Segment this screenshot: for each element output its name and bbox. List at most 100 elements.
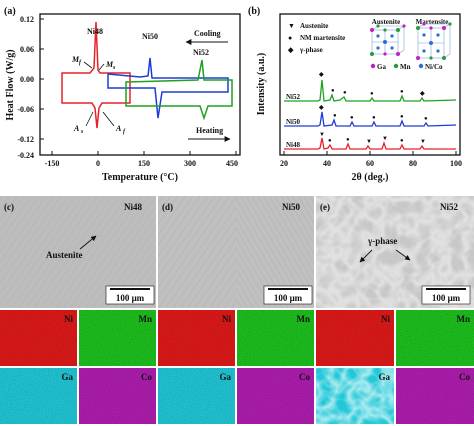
panel-a-ylabel: Heat Flow (W/g) [5,49,16,120]
peak-marker: ● [350,115,354,121]
series-label-ni50: Ni50 [142,32,158,41]
eds-map-label-ga: Ga [61,372,73,382]
scale-bar-box [105,285,155,305]
y-tick: 0.00 [20,75,34,84]
x-tick: 60 [366,159,374,168]
peak-marker: ▼ [319,132,325,138]
crystal-label-austenite: Austenite [372,18,400,26]
peak-marker: ▼ [420,139,426,145]
peak-marker: ● [328,138,332,144]
y-tick: -0.06 [17,105,34,114]
xrd-pattern-ni48 [284,137,456,150]
peak-marker: ● [333,113,337,119]
dsc-curve-ni50 [107,57,229,119]
peak-marker: ◆ [318,71,324,78]
atom-legend: Ga Mn Ni/Co [370,63,443,71]
scale-bar-label: 100 μm [432,293,461,303]
panel-b-xticks: 20 40 60 80 100 [280,159,462,168]
x-tick: 150 [138,159,150,168]
cooling-label: Cooling [194,29,221,38]
eds-map-texture [158,310,235,366]
micrograph-e-sample: Ni52 [440,202,459,212]
x-tick: 20 [280,159,288,168]
peak-marker: ● [331,88,335,94]
panel-a-yticks: 0.12 0.06 0.00 -0.06 -0.12 -0.24 [17,15,34,160]
x-tick: 0 [96,159,100,168]
x-tick: 450 [226,159,238,168]
eds-map-label-co: Co [299,372,310,382]
eds-maps: Ni Mn Ga Co Ni Mn Ga Co Ni Mn Ga Co [0,310,474,424]
annotation-ms: M s [98,60,116,71]
peak-marker: ▼ [382,136,388,142]
peak-marker: ● [343,90,347,96]
xrd-pattern-ni50 [284,111,457,127]
micrograph-d-label: (d) [162,202,173,212]
annotation-as: A s [73,111,94,135]
peak-marker: ◆ [318,104,324,111]
micrograph-e-annotation: γ-phase [367,236,397,246]
annotation-mf: M f [71,55,93,69]
eds-map-label-ga: Ga [219,372,231,382]
micrograph-e-label: (e) [320,202,330,212]
micrograph-c-annotation: Austenite [46,250,83,260]
svg-text:A: A [115,124,122,133]
eds-map-label-ni: Ni [64,314,73,324]
panel-a-frame [39,13,241,156]
micrograph-e: (e) Ni52 γ-phase 100 μm [316,196,474,308]
svg-text:s: s [80,129,84,135]
eds-map-texture [79,368,156,424]
peak-marker: ▼ [366,139,372,145]
eds-map-label-ga: Ga [378,372,390,382]
xrd-peak-markers: ◆ ● ● ● ● ◆ ◆ ● ● ● ● ● ▼ ● ● ▼ ▼ ● ▼ [318,71,428,145]
y-tick: -0.12 [17,135,34,144]
dsc-curve-ni52 [125,59,233,121]
svg-text:A: A [73,124,80,133]
legend-martensite-symbol: ● [288,34,292,42]
scale-bar-label: 100 μm [116,293,145,303]
eds-map-texture [396,368,474,424]
eds-map-label-mn: Mn [457,314,471,324]
peak-marker: ◆ [419,90,425,97]
y-tick: 0.12 [20,15,34,24]
y-tick: 0.06 [20,45,34,54]
peak-marker: ● [400,114,404,120]
martensite-atoms [416,22,452,60]
peak-marker: ● [400,89,404,95]
panel-b-legend: ▼ Austenite ● NM martensite ◆ γ-phase [287,22,345,54]
legend-austenite-symbol: ▼ [288,22,295,30]
scale-bar-box [263,285,313,305]
eds-map-texture [316,368,394,424]
svg-text:s: s [112,65,116,71]
crystal-label-martensite: Martensite [416,18,449,26]
eds-map-label-co: Co [459,372,470,382]
eds-map-texture [79,310,156,366]
micrograph-d-sample: Ni50 [282,202,301,212]
eds-map-texture [0,310,77,366]
eds-map-label-mn: Mn [297,314,311,324]
peak-marker: ● [424,116,428,122]
micrograph-c: (c) Ni48 Austenite 100 μm [0,196,156,308]
scale-bar-box [421,285,471,305]
eds-map-label-ni: Ni [381,314,390,324]
panel-b-label: (b) [248,6,260,17]
svg-text:f: f [123,129,126,135]
peak-marker: ● [370,91,374,97]
svg-text:f: f [79,60,82,66]
legend-martensite: NM martensite [300,34,345,42]
x-tick: 100 [450,159,462,168]
x-tick: 80 [409,159,417,168]
panel-b: (b) Intensity (a.u.) 2θ (deg.) 20 40 60 … [248,6,462,183]
micrograph-c-label: (c) [4,202,14,212]
eds-map-texture [237,310,314,366]
xrd-label-ni50: Ni50 [286,118,301,126]
crystal-structures: Austenite Martensite [370,18,452,71]
micrograph-c-sample: Ni48 [124,202,143,212]
dsc-curve-ni48 [61,21,131,129]
panel-b-ylabel: Intensity (a.u.) [256,53,267,116]
eds-map-texture [396,310,474,366]
x-tick: 40 [323,159,331,168]
atom-legend-nico: Ni/Co [425,63,443,71]
eds-map-texture [158,368,235,424]
legend-gamma-symbol: ◆ [287,46,294,54]
